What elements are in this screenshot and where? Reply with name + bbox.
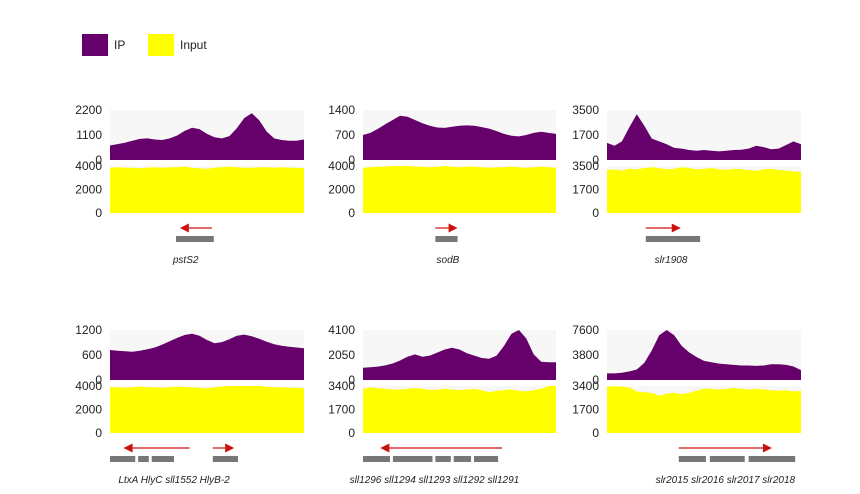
gene-bar (709, 456, 745, 462)
input-tick-label: 3500 (572, 159, 599, 173)
gene-direction-arrowhead (123, 443, 133, 453)
input-tick-label: 4000 (75, 159, 102, 173)
legend-label-input: Input (180, 38, 207, 52)
input-tick-label: 1700 (572, 403, 599, 417)
gene-direction-arrowhead (448, 223, 458, 233)
gene-label: sll1296 sll1294 sll1293 sll1292 sll1291 (350, 475, 520, 486)
ip-tick-label: 0 (348, 153, 355, 167)
ip-tick-label: 0 (592, 153, 599, 167)
ip-coverage-area (110, 113, 304, 160)
gene-bar (392, 456, 433, 462)
gene-label: LtxA HlyC sll1552 HlyB-2 (118, 475, 230, 486)
input-tick-label: 2000 (75, 183, 102, 197)
input-tick-label: 0 (95, 206, 102, 220)
input-tick-label: 0 (95, 426, 102, 440)
ip-tick-label: 600 (82, 348, 102, 362)
input-tick-label: 0 (348, 206, 355, 220)
input-tick-label: 0 (592, 426, 599, 440)
gene-label: slr2015 slr2016 slr2017 slr2018 (656, 475, 796, 486)
input-coverage-area (110, 386, 304, 433)
gene-bar (473, 456, 499, 462)
ip-tick-label: 1200 (75, 323, 102, 337)
gene-bar (110, 456, 136, 462)
input-coverage-area (607, 167, 801, 213)
input-tick-label: 1700 (328, 403, 355, 417)
ip-coverage-area (607, 330, 801, 380)
ip-tick-label: 0 (592, 373, 599, 387)
input-coverage-area (110, 166, 304, 213)
gene-bar (138, 456, 149, 462)
input-coverage-area (607, 386, 801, 433)
input-tick-label: 0 (592, 206, 599, 220)
gene-direction-arrowhead (179, 223, 189, 233)
input-tick-label: 3400 (328, 379, 355, 393)
gene-direction-arrowhead (671, 223, 681, 233)
legend-swatch-ip (82, 34, 108, 56)
gene-bar (678, 456, 706, 462)
ip-coverage-area (363, 115, 556, 160)
ip-tick-label: 3500 (572, 103, 599, 117)
input-coverage-area (363, 386, 556, 433)
input-tick-label: 1700 (572, 183, 599, 197)
input-tick-label: 3400 (572, 379, 599, 393)
input-tick-label: 4000 (328, 159, 355, 173)
ip-tick-label: 2200 (75, 103, 102, 117)
gene-bar (645, 236, 701, 242)
ip-tick-label: 2050 (328, 348, 355, 362)
gene-direction-arrowhead (762, 443, 772, 453)
input-tick-label: 2000 (75, 403, 102, 417)
legend-swatch-input (148, 34, 174, 56)
ip-tick-label: 3800 (572, 348, 599, 362)
gene-bar (175, 236, 214, 242)
input-tick-label: 4000 (75, 379, 102, 393)
ip-tick-label: 7600 (572, 323, 599, 337)
input-tick-label: 2000 (328, 183, 355, 197)
ip-tick-label: 1100 (76, 128, 102, 142)
gene-label: slr1908 (655, 255, 688, 266)
gene-bar (151, 456, 175, 462)
ip-tick-label: 0 (95, 373, 102, 387)
gene-bar (435, 236, 458, 242)
gene-direction-arrowhead (225, 443, 235, 453)
ip-coverage-area (607, 114, 801, 160)
legend-label-ip: IP (114, 38, 126, 52)
gene-bar (435, 456, 451, 462)
gene-label: pstS2 (172, 255, 199, 266)
input-coverage-area (363, 166, 556, 213)
ip-tick-label: 0 (348, 373, 355, 387)
ip-coverage-area (363, 330, 556, 380)
ip-tick-label: 1400 (328, 103, 355, 117)
gene-label: sodB (437, 255, 460, 266)
gene-direction-arrowhead (380, 443, 390, 453)
gene-bar (453, 456, 472, 462)
ip-tick-label: 4100 (328, 323, 355, 337)
gene-bar (363, 456, 391, 462)
ip-tick-label: 0 (95, 153, 102, 167)
ip-tick-label: 1700 (572, 128, 599, 142)
ip-tick-label: 700 (335, 128, 355, 142)
gene-bar (212, 456, 239, 462)
input-tick-label: 0 (348, 426, 355, 440)
gene-bar (748, 456, 796, 462)
ip-coverage-area (110, 333, 304, 380)
